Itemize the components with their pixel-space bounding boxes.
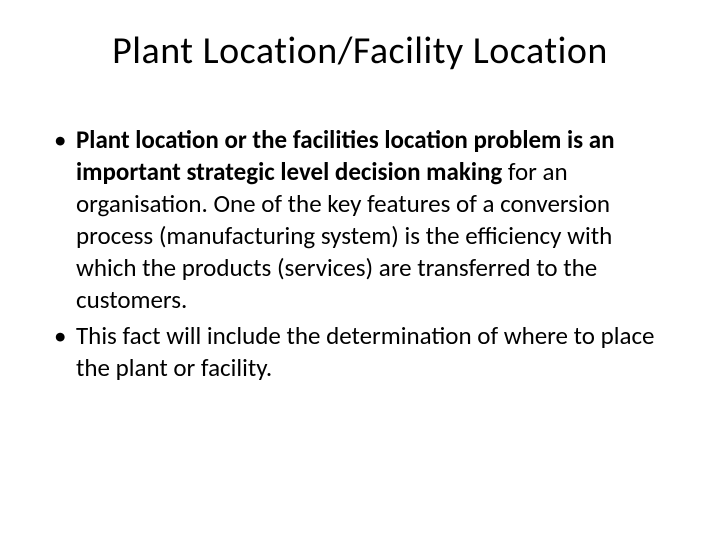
list-item: This fact will include the determination… — [50, 320, 670, 384]
bullet-list: Plant location or the facilities locatio… — [50, 124, 670, 384]
list-item: Plant location or the facilities locatio… — [50, 124, 670, 316]
bullet-text: This fact will include the determination… — [76, 320, 654, 383]
slide-title: Plant Location/Facility Location — [50, 28, 670, 74]
